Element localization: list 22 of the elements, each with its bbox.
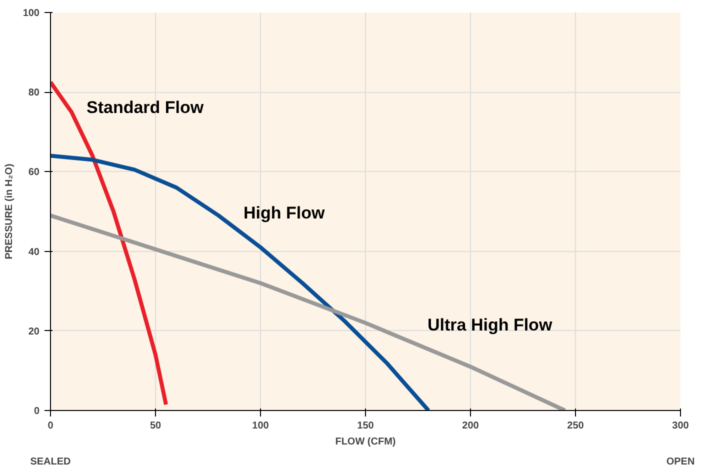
series-label: Standard Flow [86,98,204,117]
x-tick-label: 0 [48,420,54,432]
series-label: High Flow [244,203,326,222]
x-tick-label: 100 [252,420,270,432]
text: SEALED [30,456,71,468]
y-axis-title: PRESSURE (in H₂O) [4,164,15,260]
y-tick-label: 80 [28,88,40,99]
x-axis-title: FLOW (CFM) [335,436,396,448]
x-tick-label: 250 [567,420,584,432]
x-tick-label: 150 [357,420,374,432]
y-tick-label: 60 [28,167,40,178]
y-tick-label: 0 [34,406,40,417]
line-series [50,80,168,407]
line-series [50,154,430,410]
text: OPEN [666,456,695,468]
x-tick-label: 300 [672,420,690,432]
y-tick-label: 100 [22,8,40,19]
x-tick-label: 200 [462,420,480,432]
x-tick-label: 50 [150,420,162,432]
y-tick-label: 20 [28,326,40,338]
series-label: Ultra High Flow [428,316,553,335]
y-tick-label: 40 [28,246,40,258]
